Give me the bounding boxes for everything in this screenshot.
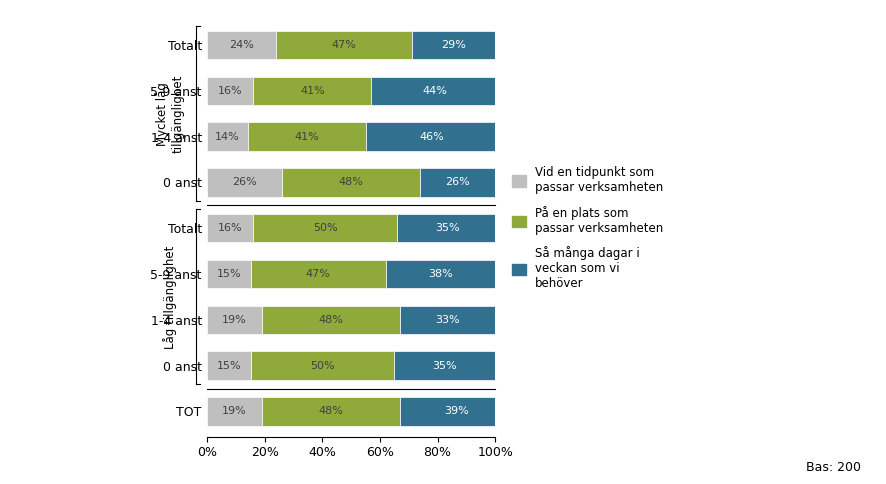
- Bar: [420, 168, 495, 197]
- Bar: [397, 214, 498, 242]
- Bar: [366, 122, 498, 151]
- Bar: [207, 122, 248, 151]
- Text: 19%: 19%: [222, 407, 247, 416]
- Text: 41%: 41%: [294, 132, 319, 142]
- Text: 26%: 26%: [446, 178, 470, 187]
- Text: 16%: 16%: [218, 223, 243, 233]
- Bar: [371, 76, 498, 105]
- Bar: [207, 168, 282, 197]
- Text: 15%: 15%: [216, 269, 241, 279]
- Text: 26%: 26%: [232, 178, 257, 187]
- Text: 50%: 50%: [313, 223, 338, 233]
- Bar: [207, 76, 253, 105]
- Bar: [248, 122, 366, 151]
- Bar: [262, 397, 400, 425]
- Text: 47%: 47%: [306, 269, 330, 279]
- Text: 15%: 15%: [216, 361, 241, 371]
- Text: Mycket låg
tillgänglighet: Mycket låg tillgänglighet: [155, 75, 184, 153]
- Text: 39%: 39%: [444, 407, 469, 416]
- Bar: [207, 260, 251, 288]
- Text: 46%: 46%: [419, 132, 444, 142]
- Text: 47%: 47%: [331, 40, 356, 50]
- Text: 48%: 48%: [319, 315, 344, 325]
- Text: 44%: 44%: [423, 86, 447, 96]
- Bar: [282, 168, 420, 197]
- Text: 16%: 16%: [218, 86, 243, 96]
- Text: 48%: 48%: [319, 407, 344, 416]
- Bar: [207, 31, 276, 59]
- Bar: [207, 397, 262, 425]
- Bar: [253, 214, 397, 242]
- Text: 48%: 48%: [338, 178, 363, 187]
- Bar: [400, 305, 495, 334]
- Bar: [251, 260, 385, 288]
- Bar: [262, 305, 400, 334]
- Text: 41%: 41%: [300, 86, 325, 96]
- Bar: [251, 351, 394, 380]
- Text: 50%: 50%: [310, 361, 335, 371]
- Text: 33%: 33%: [435, 315, 460, 325]
- Legend: Vid en tidpunkt som
passar verksamheten, På en plats som
passar verksamheten, Så: Vid en tidpunkt som passar verksamheten,…: [507, 161, 668, 295]
- Bar: [207, 351, 251, 380]
- Text: 35%: 35%: [435, 223, 460, 233]
- Text: Låg tillgänglighet: Låg tillgänglighet: [163, 245, 177, 348]
- Bar: [207, 214, 253, 242]
- Bar: [253, 76, 371, 105]
- Text: 35%: 35%: [432, 361, 457, 371]
- Bar: [400, 397, 512, 425]
- Bar: [394, 351, 495, 380]
- Text: 29%: 29%: [441, 40, 466, 50]
- Bar: [276, 31, 412, 59]
- Text: 14%: 14%: [215, 132, 240, 142]
- Text: 24%: 24%: [229, 40, 254, 50]
- Bar: [385, 260, 495, 288]
- Text: 19%: 19%: [222, 315, 247, 325]
- Bar: [412, 31, 495, 59]
- Bar: [207, 305, 262, 334]
- Text: Bas: 200: Bas: 200: [806, 461, 861, 474]
- Text: 38%: 38%: [428, 269, 453, 279]
